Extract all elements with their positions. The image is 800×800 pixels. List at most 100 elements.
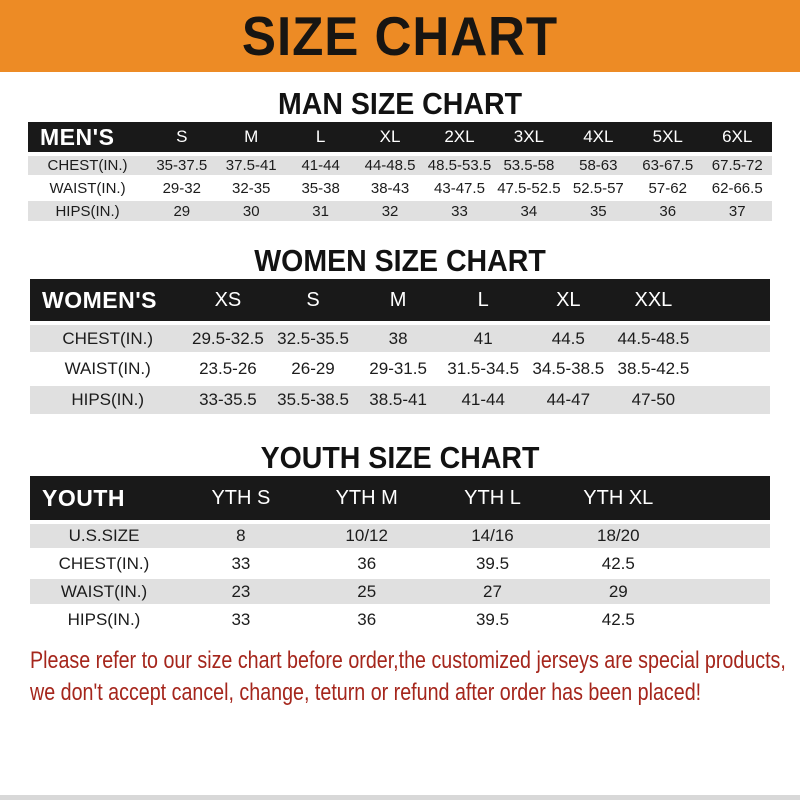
youth-chest-row: CHEST(IN.) 33 36 39.5 42.5	[30, 548, 770, 576]
youth-waist-row: WAIST(IN.) 23 25 27 29	[30, 576, 770, 604]
men-hips-row: HIPS(IN.) 29 30 31 32 33 34 35 36 37	[28, 198, 772, 221]
size-cell: 33	[424, 198, 495, 221]
spacer-cell	[681, 520, 770, 548]
size-cell: 38.5-41	[355, 383, 441, 414]
size-cell: 29	[147, 198, 217, 221]
size-cell: 23.5-26	[185, 352, 271, 383]
row-label: U.S.SIZE	[30, 520, 178, 548]
size-cell: 32.5-35.5	[270, 321, 356, 352]
size-cell: 35-38	[285, 175, 356, 198]
size-cell: 43-47.5	[424, 175, 495, 198]
women-header-row: WOMEN'S XS S M L XL XXL	[30, 279, 770, 321]
women-size-chart-section: WOMEN SIZE CHART WOMEN'S XS S M L XL XXL…	[0, 243, 800, 414]
row-label: HIPS(IN.)	[30, 383, 186, 414]
size-cell: 31.5-34.5	[440, 352, 526, 383]
size-cell: 38-43	[355, 175, 425, 198]
men-col-header: 5XL	[633, 122, 703, 152]
size-cell: 41-44	[440, 383, 526, 414]
size-cell: 53.5-58	[494, 152, 564, 175]
size-cell: 18/20	[555, 520, 682, 548]
size-cell: 37.5-41	[216, 152, 286, 175]
size-cell: 44-48.5	[355, 152, 425, 175]
youth-section-title: YOUTH SIZE CHART	[260, 440, 540, 475]
size-cell: 34	[494, 198, 564, 221]
size-cell: 47-50	[610, 383, 696, 414]
size-cell: 35	[563, 198, 634, 221]
size-cell: 38	[355, 321, 441, 352]
row-label: WAIST(IN.)	[30, 352, 186, 383]
size-cell: 39.5	[429, 548, 556, 576]
spacer-cell	[695, 279, 770, 321]
size-cell: 42.5	[555, 548, 682, 576]
spacer-cell	[681, 476, 770, 520]
man-section-title: MAN SIZE CHART	[277, 86, 523, 121]
women-col-header: L	[440, 279, 526, 321]
size-cell: 29-31.5	[355, 352, 441, 383]
size-cell: 25	[303, 576, 430, 604]
size-cell: 14/16	[429, 520, 556, 548]
women-col-header: XS	[185, 279, 271, 321]
size-cell: 44.5	[525, 321, 611, 352]
size-cell: 42.5	[555, 604, 682, 632]
spacer-cell	[695, 321, 770, 352]
row-label: CHEST(IN.)	[30, 321, 186, 352]
women-col-header: S	[270, 279, 356, 321]
youth-header-row: YOUTH YTH S YTH M YTH L YTH XL	[30, 476, 770, 520]
size-cell: 35.5-38.5	[270, 383, 356, 414]
size-cell: 35-37.5	[147, 152, 217, 175]
size-cell: 27	[429, 576, 556, 604]
size-cell: 58-63	[563, 152, 634, 175]
size-cell: 37	[702, 198, 772, 221]
size-chart-banner: SIZE CHART	[0, 0, 800, 72]
size-cell: 63-67.5	[633, 152, 703, 175]
row-label: CHEST(IN.)	[28, 152, 148, 175]
size-cell: 57-62	[633, 175, 703, 198]
size-cell: 41-44	[285, 152, 356, 175]
size-cell: 33-35.5	[185, 383, 271, 414]
size-cell: 44-47	[525, 383, 611, 414]
men-col-header: 3XL	[494, 122, 564, 152]
men-col-header: XL	[355, 122, 425, 152]
size-cell: 26-29	[270, 352, 356, 383]
spacer-cell	[681, 576, 770, 604]
row-label: HIPS(IN.)	[30, 604, 178, 632]
bottom-edge-strip	[0, 795, 800, 800]
youth-col-header: YTH L	[429, 476, 556, 520]
men-col-header: 4XL	[563, 122, 634, 152]
youth-col-header: YTH S	[178, 476, 304, 520]
women-size-table: WOMEN'S XS S M L XL XXL CHEST(IN.) 29.5-…	[30, 279, 770, 414]
size-cell: 8	[178, 520, 304, 548]
footer-line-2: we don't accept cancel, change, teturn o…	[30, 679, 702, 706]
men-col-header: L	[285, 122, 356, 152]
size-cell: 36	[303, 604, 430, 632]
size-cell: 62-66.5	[702, 175, 772, 198]
footer-line-1: Please refer to our size chart before or…	[30, 647, 786, 674]
women-waist-row: WAIST(IN.) 23.5-26 26-29 29-31.5 31.5-34…	[30, 352, 770, 383]
size-cell: 41	[440, 321, 526, 352]
footer-note: Please refer to our size chart before or…	[0, 645, 800, 709]
spacer-cell	[681, 548, 770, 576]
women-col-header: XL	[525, 279, 611, 321]
men-chest-row: CHEST(IN.) 35-37.5 37.5-41 41-44 44-48.5…	[28, 152, 772, 175]
size-cell: 36	[633, 198, 703, 221]
row-label: HIPS(IN.)	[28, 198, 148, 221]
row-label: CHEST(IN.)	[30, 548, 178, 576]
men-waist-row: WAIST(IN.) 29-32 32-35 35-38 38-43 43-47…	[28, 175, 772, 198]
row-label: WAIST(IN.)	[28, 175, 148, 198]
size-cell: 30	[216, 198, 286, 221]
men-corner-label: MEN'S	[28, 122, 148, 152]
size-cell: 36	[303, 548, 430, 576]
size-cell: 39.5	[429, 604, 556, 632]
size-cell: 23	[178, 576, 304, 604]
size-cell: 48.5-53.5	[424, 152, 495, 175]
women-corner-label: WOMEN'S	[30, 279, 186, 321]
women-col-header: XXL	[610, 279, 696, 321]
size-cell: 10/12	[303, 520, 430, 548]
banner-title: SIZE CHART	[241, 5, 559, 67]
men-col-header: S	[147, 122, 217, 152]
youth-corner-label: YOUTH	[30, 476, 178, 520]
women-hips-row: HIPS(IN.) 33-35.5 35.5-38.5 38.5-41 41-4…	[30, 383, 770, 414]
size-cell: 38.5-42.5	[610, 352, 696, 383]
size-cell: 33	[178, 548, 304, 576]
spacer-cell	[681, 604, 770, 632]
